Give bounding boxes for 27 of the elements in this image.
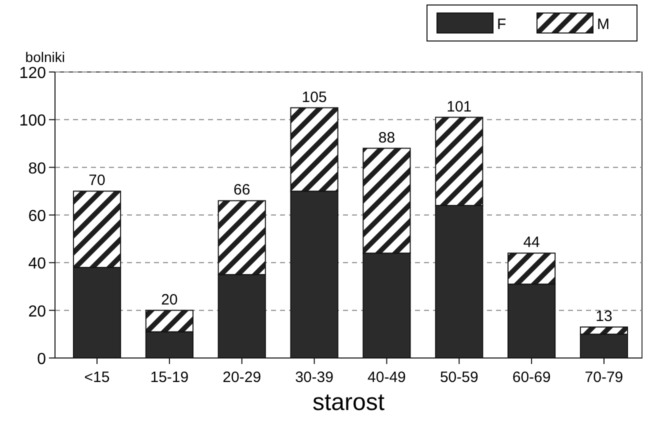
total-label: 105	[302, 88, 327, 106]
total-label: 88	[378, 129, 396, 146]
y-tick-label: 100	[19, 112, 46, 130]
legend-label: M	[597, 16, 610, 33]
x-tick-label: 30-39	[295, 369, 334, 386]
x-tick-label: 20-29	[222, 369, 262, 386]
y-tick-label: 0	[37, 351, 46, 368]
y-tick-label: 60	[28, 208, 46, 225]
total-label: 70	[88, 172, 106, 190]
legend-label: F	[497, 16, 506, 33]
x-tick-label: 60-69	[512, 369, 551, 386]
y-tick-label: 120	[19, 65, 46, 82]
y-tick-label: 40	[28, 256, 46, 273]
x-tick-label: 40-49	[368, 369, 406, 386]
x-tick-label: 70-79	[584, 369, 624, 386]
x-axis-title: starost	[312, 389, 385, 416]
y-tick-label: 20	[28, 303, 46, 320]
total-label: 20	[161, 291, 178, 308]
total-label: 101	[446, 98, 472, 116]
x-tick-label: <15	[84, 369, 110, 386]
total-label: 66	[234, 182, 250, 199]
x-tick-label: 15-19	[150, 369, 189, 386]
y-axis-title: bolniki	[25, 49, 65, 65]
total-label: 44	[523, 234, 540, 252]
x-tick-label: 50-59	[440, 369, 478, 386]
y-tick-label: 80	[28, 160, 46, 178]
total-label: 13	[596, 308, 612, 326]
